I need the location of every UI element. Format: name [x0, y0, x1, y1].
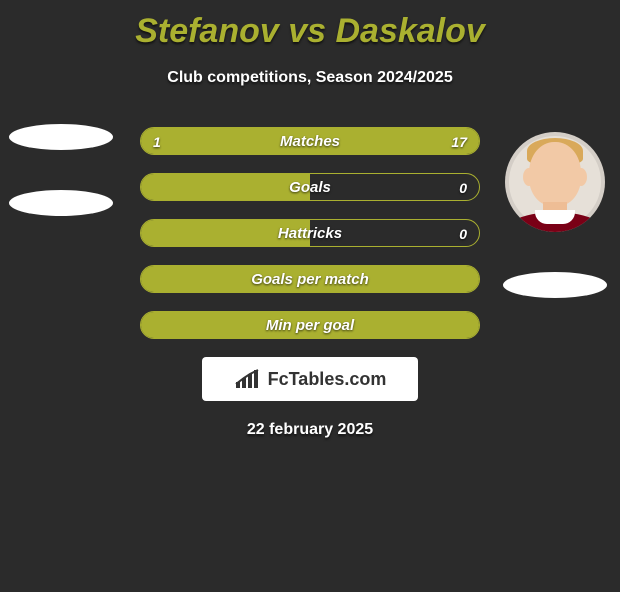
stat-row: Hattricks0	[140, 219, 480, 247]
stat-value-left: 1	[141, 128, 173, 154]
player-left-club-pill	[9, 124, 113, 150]
source-badge-text: FcTables.com	[268, 369, 387, 390]
stat-label: Goals	[141, 174, 479, 200]
subtitle: Club competitions, Season 2024/2025	[0, 69, 620, 87]
stat-row: Min per goal	[140, 311, 480, 339]
stat-value-right: 17	[439, 128, 479, 154]
stat-value-right: 0	[447, 220, 479, 246]
page-title: Stefanov vs Daskalov	[0, 12, 620, 51]
source-badge[interactable]: FcTables.com	[202, 357, 418, 401]
stat-label: Matches	[141, 128, 479, 154]
stat-label: Goals per match	[141, 266, 479, 292]
player-left-flag-pill	[9, 190, 113, 216]
player-right-column	[500, 132, 610, 298]
snapshot-date: 22 february 2025	[0, 421, 620, 439]
stats-bars: Matches117Goals0Hattricks0Goals per matc…	[140, 127, 480, 339]
stat-row: Goals per match	[140, 265, 480, 293]
bars-icon	[234, 368, 262, 390]
stat-row: Goals0	[140, 173, 480, 201]
stat-value-right: 0	[447, 174, 479, 200]
player-left-column	[6, 124, 116, 216]
player-right-flag-pill	[503, 272, 607, 298]
stat-label: Hattricks	[141, 220, 479, 246]
player-right-avatar	[505, 132, 605, 232]
stat-row: Matches1 17	[140, 127, 480, 155]
stat-label: Min per goal	[141, 312, 479, 338]
